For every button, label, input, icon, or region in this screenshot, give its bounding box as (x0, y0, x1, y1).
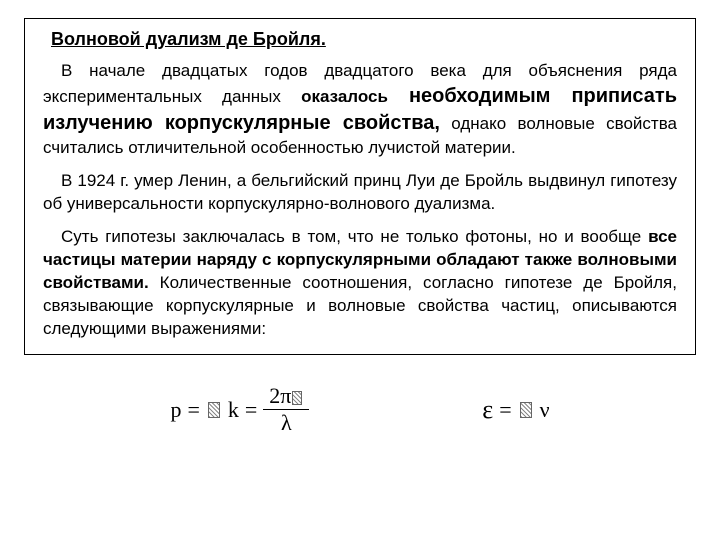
formula-row: p = k = 2π λ ε = ν (24, 383, 696, 436)
f2-nu: ν (540, 397, 550, 423)
p3-text-a: Суть гипотезы заключалась в том, что не … (61, 227, 648, 246)
f1-num-pi: π (280, 383, 291, 408)
formula-energy: ε = ν (482, 395, 549, 425)
f1-lhs: p (170, 397, 181, 423)
f1-k: k (228, 397, 239, 423)
formula-momentum: p = k = 2π λ (170, 383, 309, 436)
f1-fraction: 2π λ (263, 383, 309, 436)
hbar-icon (520, 402, 532, 418)
title: Волновой дуализм де Бройля. (51, 29, 677, 50)
f1-denominator: λ (275, 410, 298, 436)
main-text-box: Волновой дуализм де Бройля. В начале два… (24, 18, 696, 355)
f2-lhs: ε (482, 395, 493, 425)
f1-eq2: = (245, 397, 257, 423)
paragraph-3: Суть гипотезы заключалась в том, что не … (43, 226, 677, 341)
paragraph-1: В начале двадцатых годов двадцатого века… (43, 60, 677, 160)
hbar-icon (208, 402, 220, 418)
f1-eq1: = (187, 397, 199, 423)
p1-text-b: оказалось (301, 87, 388, 106)
f2-eq: = (499, 397, 511, 423)
hbar-icon (292, 391, 302, 405)
f1-num-2: 2 (269, 383, 280, 408)
f1-numerator: 2π (263, 383, 309, 410)
paragraph-2: В 1924 г. умер Ленин, а бельгийский прин… (43, 170, 677, 216)
